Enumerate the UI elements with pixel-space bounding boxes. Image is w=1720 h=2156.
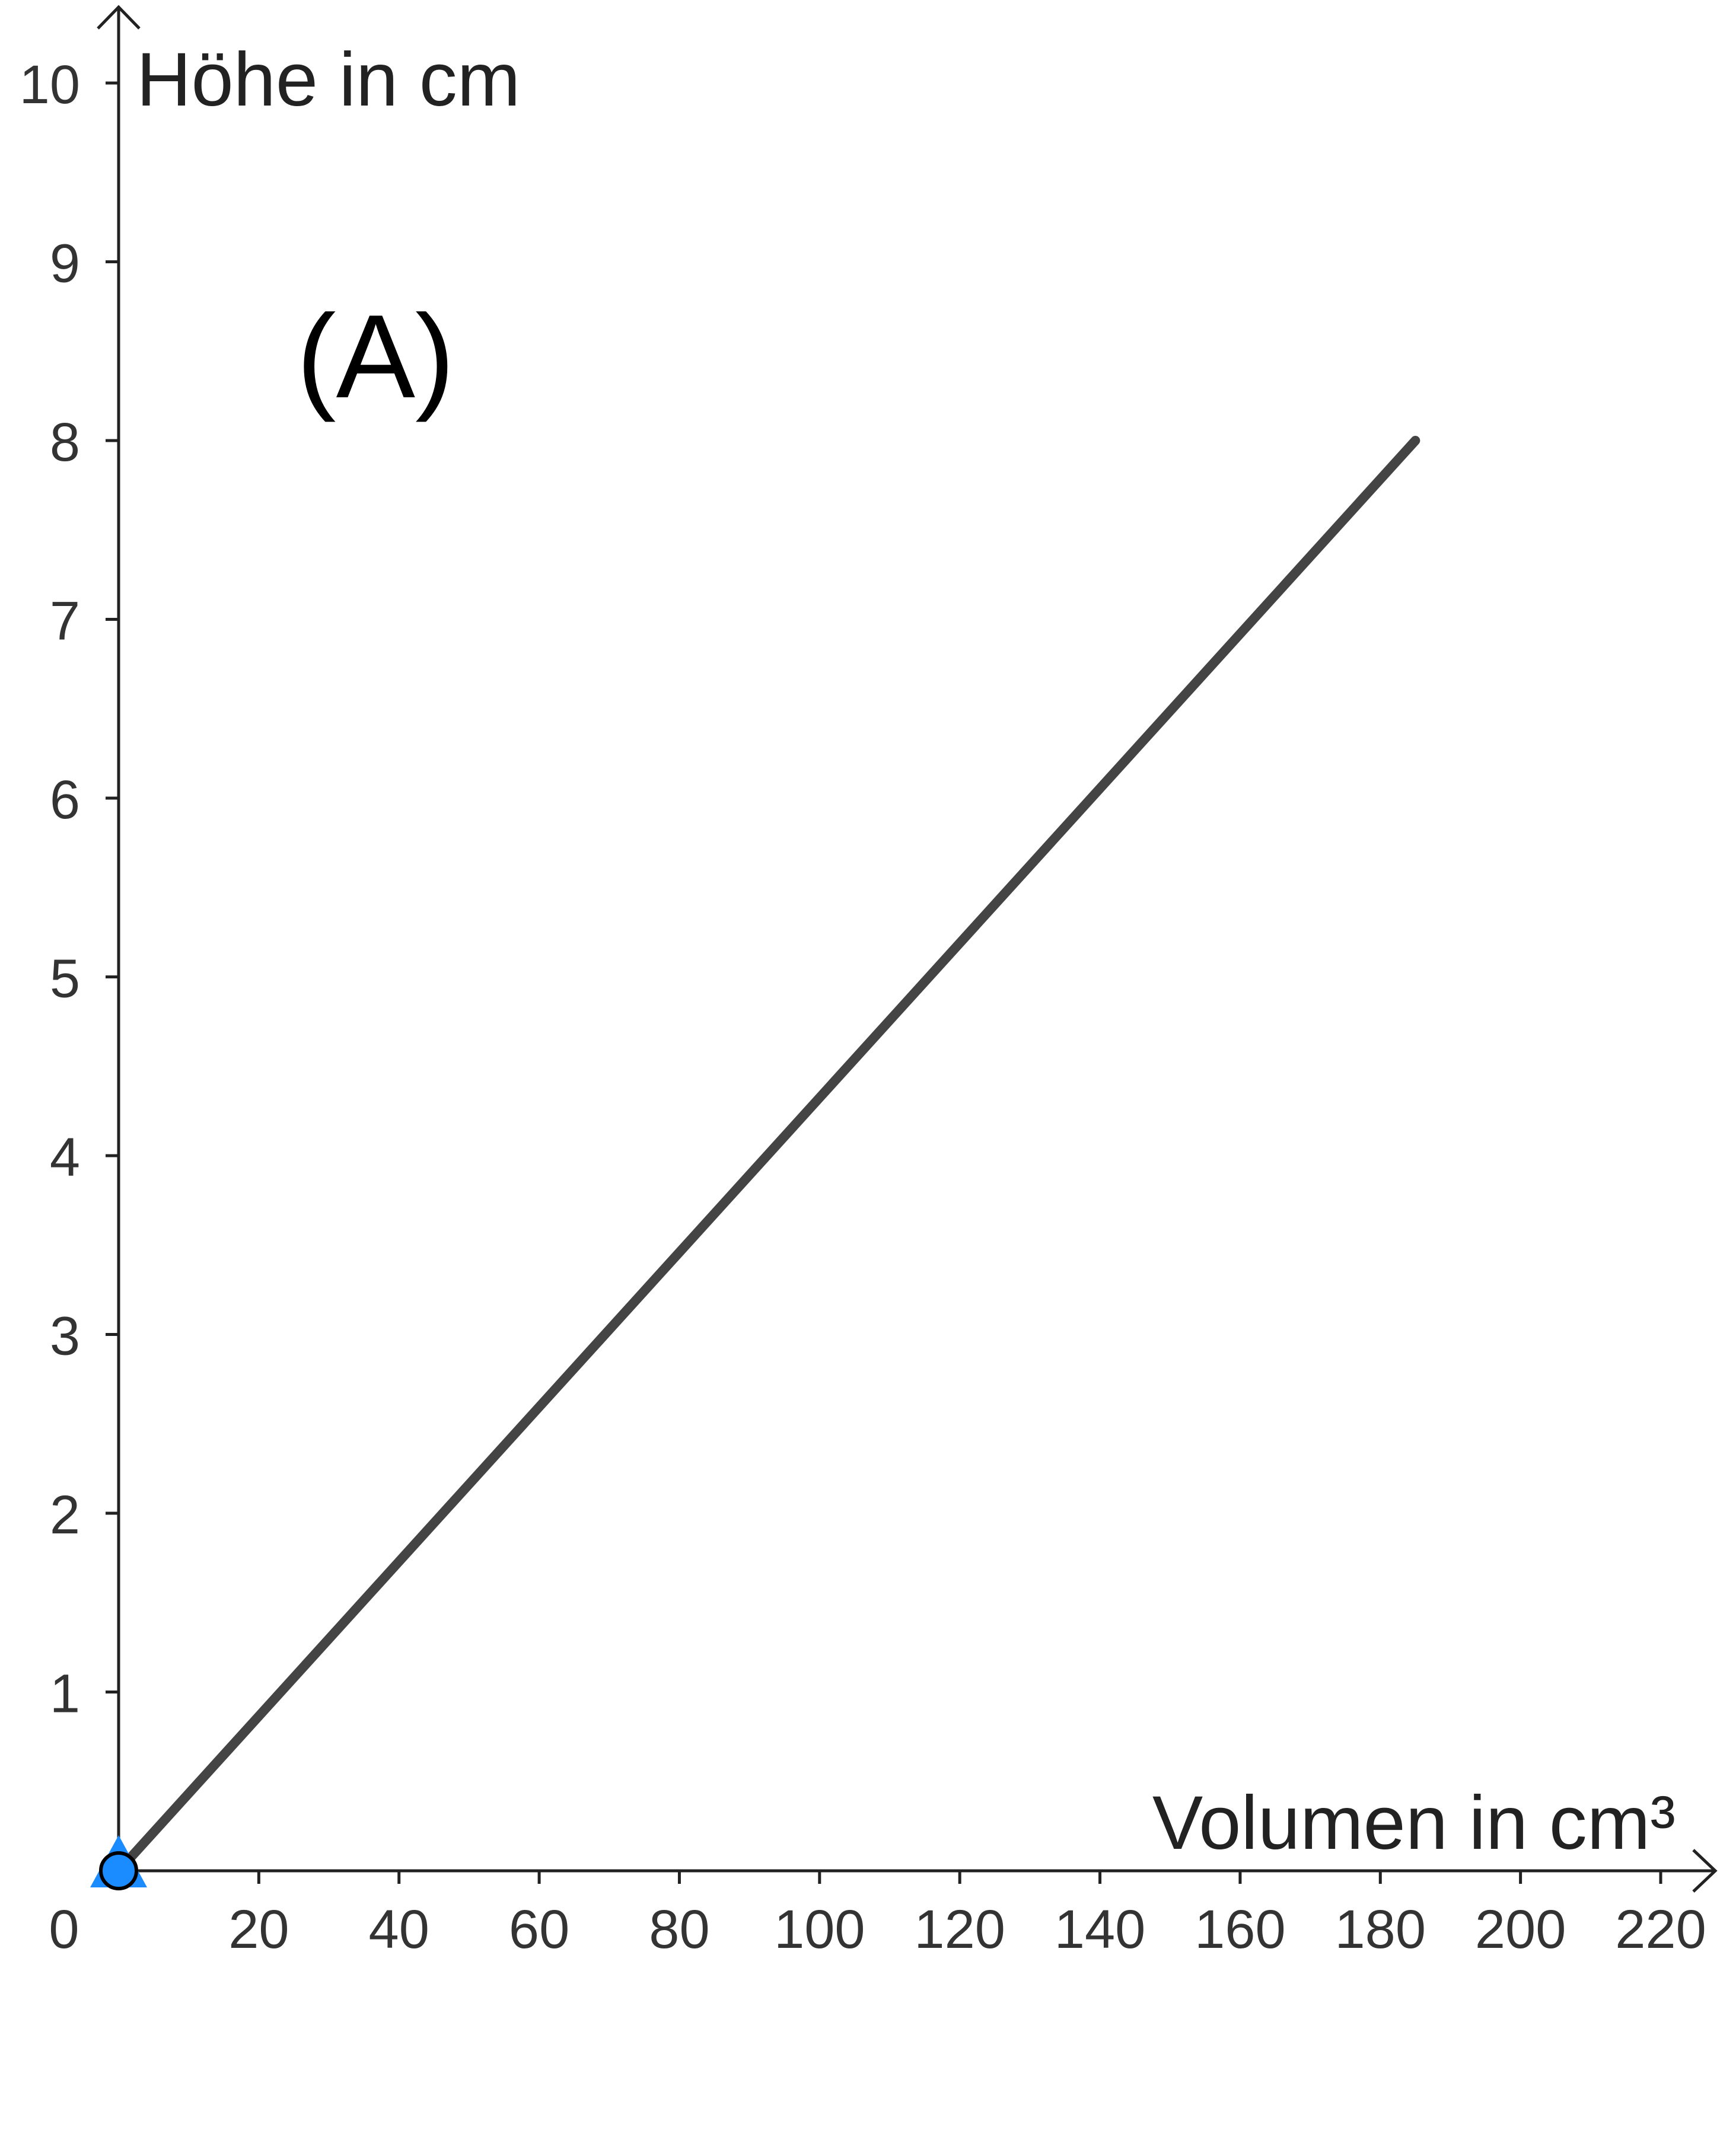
x-axis-arrow-icon [1692,1849,1718,1893]
x-tick-label: 60 [509,1899,569,1960]
y-axis-arrow-icon [97,5,141,30]
x-tick-label: 40 [369,1899,429,1960]
y-tick-label: 9 [50,234,80,294]
y-tick-label: 2 [50,1485,80,1545]
x-tick-label: 220 [1615,1899,1706,1960]
y-tick-label: 8 [50,412,80,473]
series-line-1 [114,436,1420,1876]
axes [97,5,1718,1893]
x-tick-label: 100 [774,1899,865,1960]
x-ticks: 20 40 60 80 100 120 140 160 180 200 220 [228,1871,1706,1960]
x-tick-label: 20 [228,1899,289,1960]
origin-tick-label: 0 [49,1899,79,1960]
y-tick-label: 7 [50,591,80,652]
y-tick-label: 4 [50,1127,80,1188]
y-tick-label: 5 [50,949,80,1009]
y-axis-title: Höhe in cm [136,37,520,122]
panel-label: (A) [297,291,455,423]
x-tick-label: 180 [1335,1899,1426,1960]
origin-marker [90,1835,147,1890]
y-ticks: 1 2 3 4 5 6 7 8 9 10 [20,55,119,1724]
x-axis-title: Volumen in cm³ [1152,1781,1676,1865]
x-tick-label: 160 [1195,1899,1286,1960]
x-tick-label: 80 [649,1899,709,1960]
series-group [114,436,1420,1876]
x-tick-label: 140 [1055,1899,1146,1960]
y-tick-label: 3 [50,1306,80,1367]
x-tick-label: 200 [1475,1899,1566,1960]
y-tick-label: 10 [20,55,80,115]
x-tick-label: 120 [914,1899,1005,1960]
y-tick-label: 6 [50,770,80,830]
y-tick-label: 1 [50,1664,80,1724]
origin-point [99,1851,138,1890]
